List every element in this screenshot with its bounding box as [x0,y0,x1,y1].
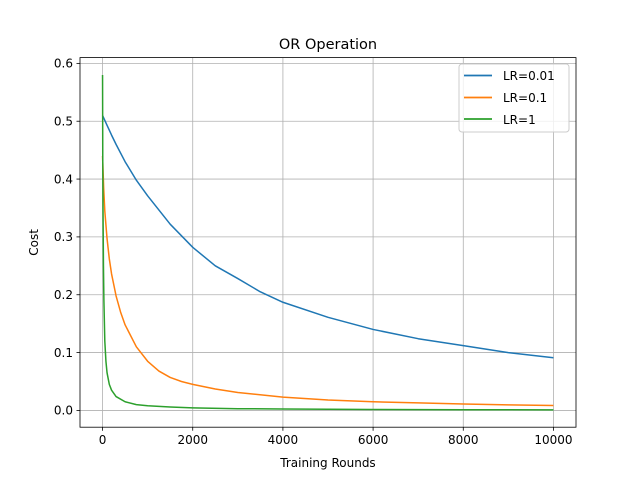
series-line-lr-1 [101,74,554,411]
legend-box [458,63,570,133]
x-tick-label: 0 [99,433,107,447]
x-tick-label: 4000 [268,433,299,447]
y-tick-label: 0.1 [54,346,73,360]
series-lines [101,74,554,411]
chart-title: OR Operation [279,37,377,53]
x-tick-label: 6000 [358,433,389,447]
legend: LR=0.01 LR=0.1 LR=1 [458,63,570,133]
x-axis-label: Training Rounds [279,456,375,470]
x-tick-label: 2000 [177,433,208,447]
legend-label-lr-1: LR=1 [503,113,536,127]
legend-label-lr-0-01: LR=0.01 [503,69,555,83]
y-tick-label: 0.2 [54,288,73,302]
y-axis-ticks: 0.0 0.1 0.2 0.3 0.4 0.5 0.6 [54,57,80,418]
y-axis-label: Cost [27,229,41,256]
legend-label-lr-0-1: LR=0.1 [503,91,547,105]
y-tick-label: 0.5 [54,115,73,129]
plot-frame [79,57,577,428]
y-tick-label: 0.4 [54,172,73,186]
grid-lines [80,57,576,428]
series-line-lr-0-1 [101,155,554,407]
y-tick-label: 0.0 [54,404,73,418]
x-tick-label: 8000 [448,433,479,447]
x-axis-ticks: 0 2000 4000 6000 8000 10000 [99,427,573,447]
x-tick-label: 10000 [534,433,572,447]
series-line-lr-0-01 [101,115,554,359]
y-tick-label: 0.6 [54,57,73,71]
y-tick-label: 0.3 [54,230,73,244]
